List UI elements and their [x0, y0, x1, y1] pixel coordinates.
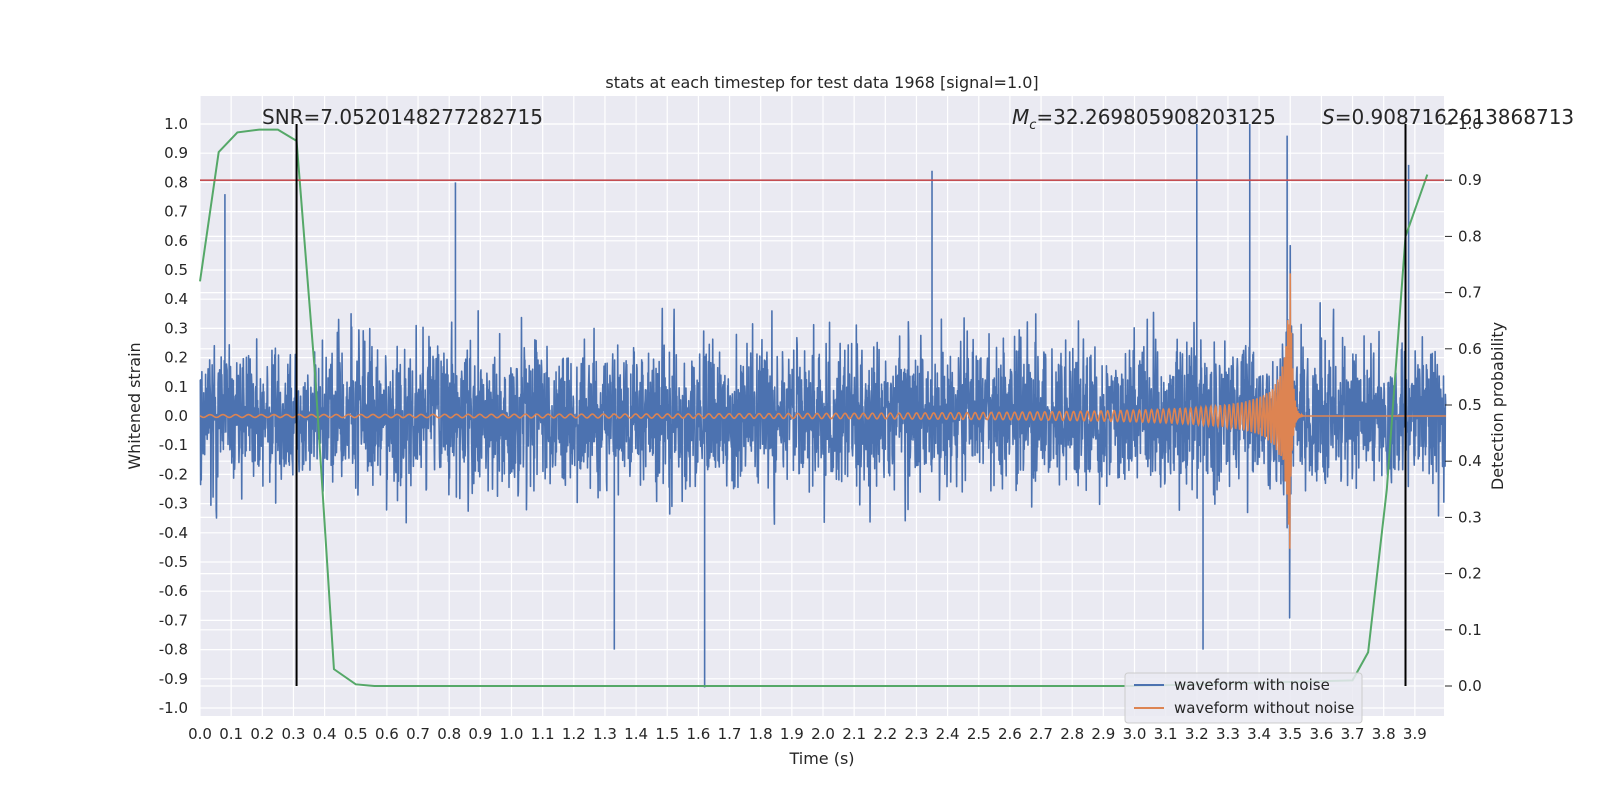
y-tick-label: -0.9: [159, 670, 188, 688]
x-tick-label: 0.9: [468, 725, 492, 743]
series-detection-probability: [199, 128, 1429, 687]
x-tick-label: 3.0: [1123, 725, 1147, 743]
x-tick-label: 2.0: [811, 725, 835, 743]
right-y-tick-labels: 1.0 0.9 0.8 0.7 0.6 0.5 0.4 0.3 0.2 0.1 0.0: [1445, 115, 1482, 695]
y-tick-label: 0.7: [164, 203, 188, 221]
x-tick-label: 2.3: [905, 725, 929, 743]
right-y-tick-label: 0.5: [1458, 396, 1482, 414]
x-tick-label: 3.1: [1154, 725, 1178, 743]
x-tick-labels: 0.0 0.1 0.2 0.3 0.4 0.5 0.6 0.7 0.8 0.9 1.0 1.1 1.2 1…: [188, 725, 1427, 743]
mc-symbol: M: [1012, 105, 1029, 129]
s-symbol: S: [1322, 105, 1335, 129]
s-value: =0.9087162613868713: [1335, 105, 1574, 129]
right-y-tick-label: 0.2: [1458, 565, 1482, 583]
y-tick-label: -0.5: [159, 553, 188, 571]
right-y-tick-label: 0.7: [1458, 284, 1482, 302]
x-tick-label: 3.4: [1247, 725, 1271, 743]
x-tick-label: 1.4: [624, 725, 648, 743]
y-tick-label: -0.4: [159, 524, 188, 542]
y-tick-label: 0.8: [164, 173, 188, 191]
x-tick-label: 1.5: [655, 725, 679, 743]
right-y-axis-label: Detection probability: [1488, 322, 1507, 490]
y-tick-label: -0.8: [159, 641, 188, 659]
snr-annotation: SNR=7.0520148277282715: [262, 105, 543, 129]
x-tick-label: 2.4: [936, 725, 960, 743]
x-tick-label: 3.6: [1309, 725, 1333, 743]
x-tick-label: 1.3: [593, 725, 617, 743]
x-tick-label: 3.8: [1372, 725, 1396, 743]
right-y-tick-label: 0.4: [1458, 452, 1482, 470]
x-tick-label: 0.3: [282, 725, 306, 743]
x-tick-label: 0.6: [375, 725, 399, 743]
y-tick-label: 0.5: [164, 261, 188, 279]
x-tick-label: 0.4: [313, 725, 337, 743]
x-tick-label: 0.5: [344, 725, 368, 743]
x-tick-label: 2.2: [873, 725, 897, 743]
x-tick-label: 1.9: [780, 725, 804, 743]
x-tick-label: 0.1: [219, 725, 243, 743]
x-tick-label: 0.8: [437, 725, 461, 743]
legend-box: [1124, 672, 1363, 724]
series-waveform-with-noise: [199, 124, 1447, 688]
legend-label-noise: waveform with noise: [1174, 676, 1330, 694]
x-tick-label: 1.6: [686, 725, 710, 743]
y-tick-label: 0.1: [164, 378, 188, 396]
x-tick-label: 0.7: [406, 725, 430, 743]
x-tick-label: 2.5: [967, 725, 991, 743]
x-tick-label: 1.8: [749, 725, 773, 743]
series-layer: [199, 124, 1447, 688]
legend: waveform with noise waveform without noi…: [1124, 672, 1363, 724]
s-annotation: S=0.9087162613868713: [1322, 105, 1574, 129]
right-y-tick-label: 0.9: [1458, 171, 1482, 189]
right-y-tick-label: 0.0: [1458, 677, 1482, 695]
x-tick-label: 3.2: [1185, 725, 1209, 743]
x-tick-label: 0.0: [188, 725, 212, 743]
y-tick-label: 0.4: [164, 290, 188, 308]
right-y-tick-label: 0.6: [1458, 340, 1482, 358]
x-axis-label: Time (s): [788, 749, 854, 768]
y-tick-label: -0.6: [159, 582, 188, 600]
y-tick-label: 0.6: [164, 232, 188, 250]
x-tick-label: 3.9: [1403, 725, 1427, 743]
series-waveform-without-noise: [199, 273, 1446, 549]
x-tick-label: 2.9: [1091, 725, 1115, 743]
overlay-layer: [199, 124, 1444, 687]
chart-title: stats at each timestep for test data 196…: [605, 73, 1038, 92]
chirp-mass-annotation: Mc=32.269805908203125: [1012, 105, 1276, 133]
right-y-tick-label: 1.0: [1458, 115, 1482, 133]
y-tick-label: -1.0: [159, 699, 188, 717]
x-tick-label: 2.8: [1060, 725, 1084, 743]
x-tick-label: 1.1: [531, 725, 555, 743]
y-tick-labels: 1.0 0.9 0.8 0.7 0.6 0.5 0.4 0.3 0.2 0.1 0.0 -0.1 -0.…: [159, 115, 188, 717]
y-tick-label: 0.0: [164, 407, 188, 425]
mc-value: =32.269805908203125: [1036, 105, 1275, 129]
x-tick-label: 2.1: [842, 725, 866, 743]
y-tick-label: 0.9: [164, 144, 188, 162]
right-y-tick-label: 0.8: [1458, 227, 1482, 245]
y-tick-label: 0.3: [164, 319, 188, 337]
legend-label-clean: waveform without noise: [1174, 699, 1354, 717]
y-axis-label: Whitened strain: [125, 342, 144, 469]
y-tick-label: -0.1: [159, 436, 188, 454]
right-y-tick-label: 0.1: [1458, 621, 1482, 639]
x-tick-label: 1.2: [562, 725, 586, 743]
mc-subscript: c: [1029, 118, 1036, 133]
x-tick-label: 2.6: [998, 725, 1022, 743]
x-tick-label: 0.2: [250, 725, 274, 743]
x-tick-label: 1.0: [500, 725, 524, 743]
x-tick-label: 2.7: [1029, 725, 1053, 743]
x-tick-label: 3.3: [1216, 725, 1240, 743]
y-tick-label: -0.7: [159, 611, 188, 629]
y-tick-label: 0.2: [164, 349, 188, 367]
x-tick-label: 1.7: [718, 725, 742, 743]
x-tick-label: 3.5: [1278, 725, 1302, 743]
y-tick-label: 1.0: [164, 115, 188, 133]
right-y-tick-label: 0.3: [1458, 508, 1482, 526]
y-tick-label: -0.3: [159, 495, 188, 513]
y-tick-label: -0.2: [159, 465, 188, 483]
x-tick-label: 3.7: [1341, 725, 1365, 743]
